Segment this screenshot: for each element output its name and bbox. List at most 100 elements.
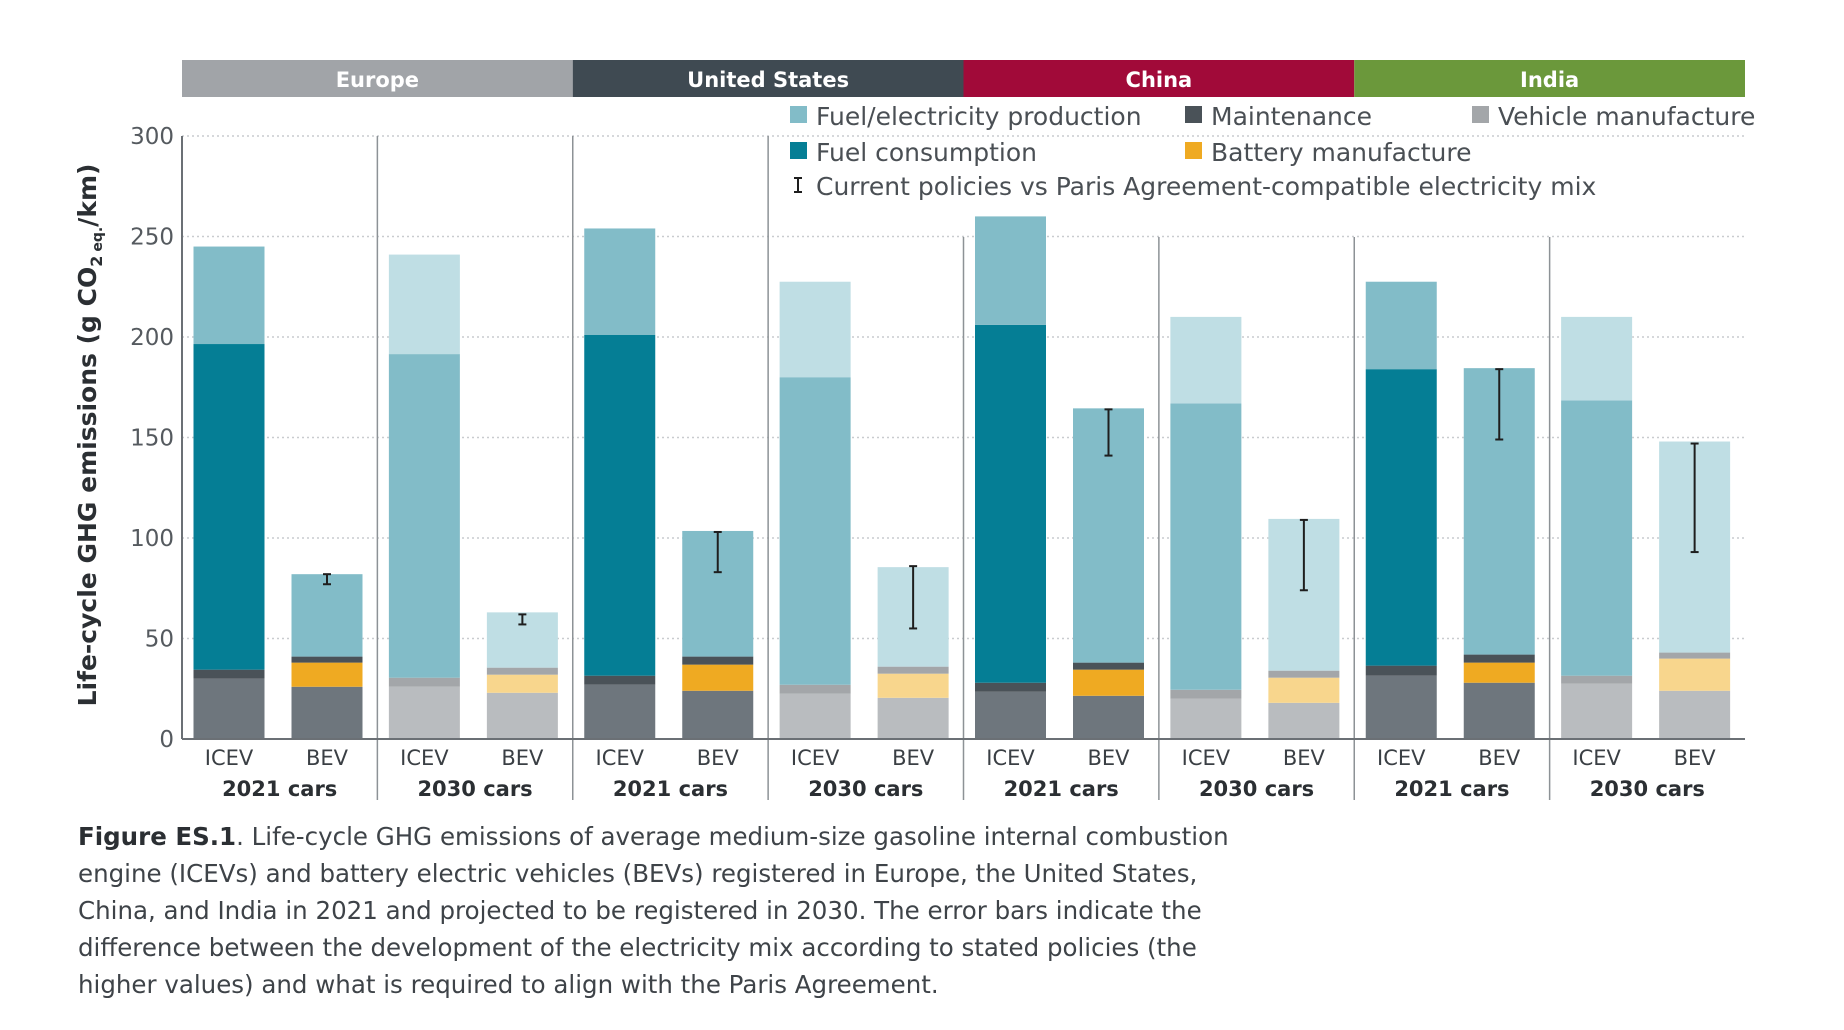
bar-china-2021-cars-icev-vehicle-manufacture bbox=[975, 691, 1046, 739]
vehicle-label-icev: ICEV bbox=[986, 746, 1035, 770]
bar-europe-2021-cars-bev-fuel-electricity-production bbox=[291, 574, 363, 657]
axes bbox=[181, 136, 1745, 740]
bar-china-2021-cars-icev-maintenance bbox=[975, 682, 1046, 692]
bar-india-2030-cars-bev-maintenance bbox=[1659, 652, 1731, 659]
y-tick-100: 100 bbox=[130, 526, 174, 552]
vehicle-label-bev: BEV bbox=[1283, 746, 1326, 770]
bar-united-states-2030-cars-icev-vehicle-manufacture bbox=[779, 693, 851, 739]
region-band-india bbox=[1354, 60, 1745, 97]
legend-label-fuel-consumption: Fuel consumption bbox=[816, 138, 1037, 167]
region-label-united-states: United States bbox=[687, 68, 849, 92]
bar-india-2030-cars-bev-vehicle-manufacture bbox=[1659, 690, 1731, 739]
bar-europe-2030-cars-bev-battery-manufacture bbox=[486, 674, 558, 693]
region-header-bands: Europe United States China India bbox=[182, 60, 1745, 97]
bar-china-2021-cars-bev-vehicle-manufacture bbox=[1073, 695, 1144, 739]
legend-swatch-vehicle-manufacture bbox=[1472, 106, 1489, 123]
bar-united-states-2030-cars-bev-vehicle-manufacture bbox=[877, 697, 949, 739]
caption-label: Figure ES.1 bbox=[78, 822, 237, 851]
bar-china-2030-cars-icev-vehicle-manufacture bbox=[1170, 698, 1242, 739]
vehicle-label-icev: ICEV bbox=[596, 746, 645, 770]
bar-europe-2030-cars-icev-fuel-consumption bbox=[388, 354, 460, 678]
bar-europe-2030-cars-icev-maintenance bbox=[388, 677, 460, 687]
group-separators bbox=[376, 136, 1551, 800]
bar-europe-2030-cars-bev-maintenance bbox=[486, 667, 558, 675]
y-tick-50: 50 bbox=[145, 627, 174, 653]
bar-india-2030-cars-bev-battery-manufacture bbox=[1659, 658, 1731, 691]
region-band-europe bbox=[182, 60, 573, 97]
vehicle-label-bev: BEV bbox=[892, 746, 935, 770]
y-tick-150: 150 bbox=[130, 426, 174, 452]
x-category-labels: ICEV BEV ICEV BEV ICEV BEV ICEV BEV ICEV BEV ICEV B… bbox=[205, 746, 1717, 801]
bar-china-2030-cars-icev-fuel-electricity-production bbox=[1170, 316, 1242, 404]
bar-europe-2021-cars-icev-fuel-consumption bbox=[193, 344, 265, 670]
y-tick-300: 300 bbox=[130, 124, 174, 150]
bar-united-states-2030-cars-icev-fuel-consumption bbox=[779, 377, 851, 685]
period-label-2030-cars: 2030 cars bbox=[417, 777, 532, 801]
error-bars bbox=[323, 368, 1699, 630]
region-label-china: China bbox=[1126, 68, 1193, 92]
legend: Fuel/electricity production Maintenance Ve… bbox=[790, 102, 1755, 201]
legend-label-fuel-electricity-production: Fuel/electricity production bbox=[816, 102, 1142, 131]
region-label-india: India bbox=[1520, 68, 1579, 92]
vehicle-label-bev: BEV bbox=[1674, 746, 1717, 770]
bar-india-2021-cars-icev-maintenance bbox=[1365, 665, 1437, 676]
figure-caption: Figure ES.1. Life-cycle GHG emissions of… bbox=[78, 818, 1258, 1003]
period-label-2021-cars: 2021 cars bbox=[1394, 777, 1509, 801]
period-label-2030-cars: 2030 cars bbox=[1199, 777, 1314, 801]
bar-india-2021-cars-icev-fuel-consumption bbox=[1365, 369, 1437, 666]
legend-label-maintenance: Maintenance bbox=[1211, 102, 1372, 131]
y-tick-0: 0 bbox=[159, 727, 174, 753]
bar-india-2021-cars-icev-fuel-electricity-production bbox=[1365, 281, 1437, 370]
legend-swatch-fuel-electricity-production bbox=[790, 106, 807, 123]
vehicle-label-bev: BEV bbox=[306, 746, 349, 770]
bar-europe-2021-cars-icev-fuel-electricity-production bbox=[193, 246, 265, 345]
legend-swatch-fuel-consumption bbox=[790, 142, 807, 159]
bar-united-states-2030-cars-bev-battery-manufacture bbox=[877, 673, 949, 698]
bar-united-states-2021-cars-icev-fuel-electricity-production bbox=[584, 228, 656, 335]
bar-china-2021-cars-bev-maintenance bbox=[1073, 662, 1144, 670]
bar-india-2030-cars-icev-fuel-electricity-production bbox=[1561, 316, 1633, 401]
period-label-2021-cars: 2021 cars bbox=[613, 777, 728, 801]
bar-europe-2030-cars-icev-fuel-electricity-production bbox=[388, 254, 460, 355]
bar-india-2030-cars-icev-maintenance bbox=[1561, 675, 1633, 684]
emissions-chart: Europe United States China India 0 50 100 150 2… bbox=[73, 60, 1755, 801]
bar-china-2030-cars-bev-maintenance bbox=[1268, 670, 1340, 678]
bar-india-2021-cars-bev-battery-manufacture bbox=[1463, 662, 1535, 683]
bar-europe-2030-cars-icev-vehicle-manufacture bbox=[388, 686, 460, 739]
bar-china-2030-cars-icev-fuel-consumption bbox=[1170, 403, 1242, 690]
bar-united-states-2021-cars-icev-vehicle-manufacture bbox=[584, 684, 656, 739]
legend-swatch-battery-manufacture bbox=[1185, 142, 1202, 159]
bar-united-states-2021-cars-bev-battery-manufacture bbox=[682, 664, 754, 691]
bar-europe-2021-cars-bev-maintenance bbox=[291, 656, 363, 663]
bar-europe-2021-cars-bev-vehicle-manufacture bbox=[291, 686, 363, 739]
bar-china-2030-cars-bev-battery-manufacture bbox=[1268, 677, 1340, 703]
bar-united-states-2021-cars-icev-fuel-consumption bbox=[584, 334, 656, 676]
bar-europe-2021-cars-icev-maintenance bbox=[193, 669, 265, 679]
vehicle-label-icev: ICEV bbox=[1377, 746, 1426, 770]
bar-india-2021-cars-bev-maintenance bbox=[1463, 654, 1535, 663]
period-label-2021-cars: 2021 cars bbox=[222, 777, 337, 801]
bar-europe-2021-cars-bev-battery-manufacture bbox=[291, 662, 363, 687]
bar-segments bbox=[193, 216, 1731, 739]
vehicle-label-bev: BEV bbox=[1478, 746, 1521, 770]
bar-china-2021-cars-icev-fuel-consumption bbox=[975, 324, 1046, 683]
region-label-europe: Europe bbox=[336, 68, 419, 92]
bar-europe-2030-cars-bev-vehicle-manufacture bbox=[486, 692, 558, 739]
bar-china-2030-cars-icev-maintenance bbox=[1170, 689, 1242, 699]
bar-united-states-2021-cars-bev-maintenance bbox=[682, 656, 754, 665]
legend-label-battery-manufacture: Battery manufacture bbox=[1211, 138, 1471, 167]
bar-united-states-2021-cars-icev-maintenance bbox=[584, 675, 656, 685]
vehicle-label-bev: BEV bbox=[1087, 746, 1130, 770]
legend-swatch-maintenance bbox=[1185, 106, 1202, 123]
y-tick-labels: 0 50 100 150 200 250 300 bbox=[130, 124, 174, 753]
vehicle-label-icev: ICEV bbox=[400, 746, 449, 770]
vehicle-label-bev: BEV bbox=[697, 746, 740, 770]
bar-europe-2021-cars-icev-vehicle-manufacture bbox=[193, 678, 265, 739]
region-band-united-states bbox=[572, 60, 964, 97]
legend-label-vehicle-manufacture: Vehicle manufacture bbox=[1498, 102, 1755, 131]
y-axis-label: Life-cycle GHG emissions (g CO2eq./km) bbox=[73, 164, 106, 707]
vehicle-label-icev: ICEV bbox=[791, 746, 840, 770]
y-tick-250: 250 bbox=[130, 225, 174, 251]
vehicle-label-icev: ICEV bbox=[1182, 746, 1231, 770]
period-label-2030-cars: 2030 cars bbox=[1590, 777, 1705, 801]
